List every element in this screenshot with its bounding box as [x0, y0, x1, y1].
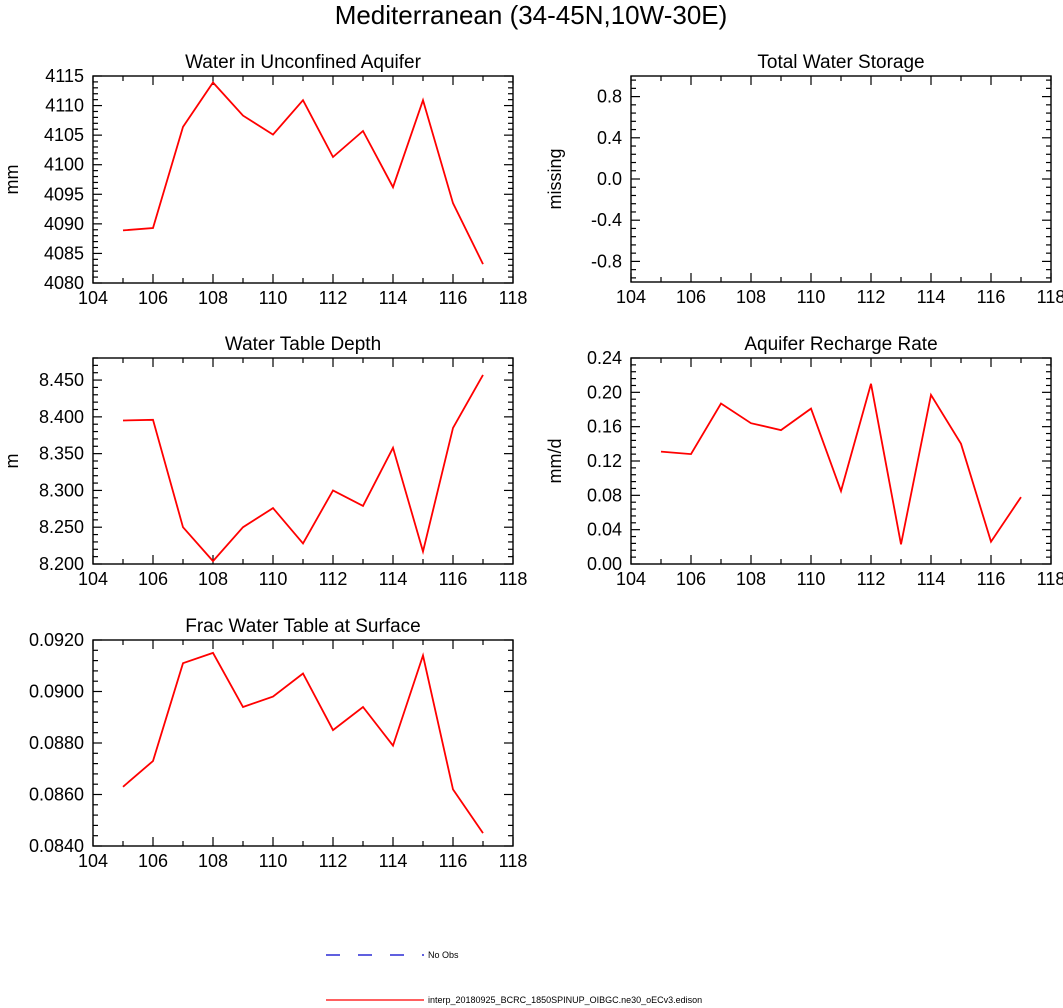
x-tick-label: 114	[379, 851, 408, 871]
x-tick-label: 116	[439, 288, 468, 308]
x-tick-label: 118	[1037, 569, 1063, 589]
y-tick-label: 0.0900	[29, 682, 84, 702]
x-tick-label: 106	[138, 288, 168, 308]
y-axis-label-total-water-storage: missing	[545, 148, 565, 209]
x-tick-label: 108	[736, 569, 766, 589]
x-tick-label: 106	[138, 851, 168, 871]
x-tick-label: 118	[499, 569, 528, 589]
legend-label-no-obs: No Obs	[428, 950, 459, 960]
y-tick-label: 4090	[44, 214, 84, 234]
x-tick-label: 118	[499, 288, 528, 308]
y-tick-label: 0.0840	[29, 836, 84, 856]
x-tick-label: 118	[1037, 287, 1063, 307]
x-tick-label: 110	[259, 569, 288, 589]
x-tick-label: 112	[857, 569, 886, 589]
legend-label-model: interp_20180925_BCRC_1850SPINUP_OIBGC.ne…	[428, 995, 702, 1005]
y-tick-label: 0.4	[597, 128, 622, 148]
y-tick-label: 0.0860	[29, 785, 84, 805]
x-tick-label: 114	[379, 288, 408, 308]
y-tick-label: 0.0920	[29, 630, 84, 650]
y-axis-label-water-table-depth: m	[2, 454, 22, 469]
x-tick-label: 104	[78, 851, 108, 871]
x-tick-label: 106	[676, 287, 706, 307]
y-tick-label: 4105	[44, 125, 84, 145]
panel-title-total-water-storage: Total Water Storage	[757, 52, 924, 73]
y-tick-label: 0.24	[587, 348, 622, 368]
x-tick-label: 116	[977, 287, 1006, 307]
plot-frame-total-water-storage	[630, 75, 1052, 283]
y-tick-label: 0.08	[587, 485, 622, 505]
y-tick-label: 4085	[44, 243, 84, 263]
panel-title-water-in-unconfined-aquifer: Water in Unconfined Aquifer	[185, 52, 422, 73]
y-tick-label: 8.200	[39, 554, 84, 574]
y-tick-label: 0.16	[587, 417, 622, 437]
y-tick-label: 0.20	[587, 382, 622, 402]
series-line-aquifer-recharge-rate	[660, 383, 1022, 545]
y-tick-label: 8.250	[39, 517, 84, 537]
panel-total-water-storage: Total Water Storage 104 106 108 110 112 114 116…	[545, 52, 1063, 307]
y-tick-label: 8.400	[39, 407, 84, 427]
y-tick-label: 0.04	[587, 520, 622, 540]
y-tick-label: 4100	[44, 155, 84, 175]
y-tick-label: 4080	[44, 273, 84, 293]
x-tick-label: 104	[78, 288, 108, 308]
x-tick-label: 108	[198, 288, 228, 308]
main-title: Mediterranean (34-45N,10W-30E)	[335, 0, 728, 30]
x-tick-label: 116	[439, 851, 468, 871]
x-tick-label: 114	[379, 569, 408, 589]
y-tick-label: 0.0	[597, 169, 622, 189]
y-tick-label: 8.450	[39, 370, 84, 390]
x-tick-label: 116	[439, 569, 468, 589]
x-tick-label: 110	[259, 288, 288, 308]
series-line-water-table-depth	[122, 374, 484, 563]
x-tick-label: 108	[736, 287, 766, 307]
panel-title-frac-water-table-at-surface: Frac Water Table at Surface	[185, 616, 421, 637]
x-tick-label: 108	[198, 851, 228, 871]
y-tick-label: -0.4	[591, 210, 622, 230]
panel-title-water-table-depth: Water Table Depth	[225, 334, 381, 355]
x-tick-label: 110	[797, 287, 826, 307]
y-tick-label: 4095	[44, 184, 84, 204]
y-tick-label: 8.300	[39, 480, 84, 500]
y-tick-label: -0.8	[591, 251, 622, 271]
x-tick-label: 104	[78, 569, 108, 589]
x-tick-label: 112	[319, 288, 348, 308]
x-tick-label: 114	[917, 287, 946, 307]
x-tick-label: 112	[857, 287, 886, 307]
panel-frac-water-table-at-surface: Frac Water Table at Surface 104 106 108 110 1…	[29, 616, 527, 871]
x-tick-label: 112	[319, 851, 348, 871]
y-tick-label: 0.12	[587, 451, 622, 471]
panel-aquifer-recharge-rate: Aquifer Recharge Rate 104 106 108 110 112 114 1…	[545, 334, 1063, 589]
x-tick-label: 114	[917, 569, 946, 589]
legend: No Obs interp_20180925_BCRC_1850SPINUP_O…	[326, 950, 702, 1005]
x-tick-label: 104	[616, 569, 646, 589]
x-tick-label: 116	[977, 569, 1006, 589]
y-tick-label: 8.350	[39, 444, 84, 464]
panel-water-in-unconfined-aquifer: Water in Unconfined Aquifer 104 106 108 110 1…	[2, 52, 527, 308]
plot-frame-water-in-unconfined-aquifer	[92, 75, 514, 284]
x-tick-label: 106	[676, 569, 706, 589]
x-tick-label: 104	[616, 287, 646, 307]
y-axis-label-aquifer-recharge-rate: mm/d	[545, 439, 565, 484]
y-tick-label: 0.0880	[29, 733, 84, 753]
plot-frame-frac-water-table-at-surface	[92, 639, 514, 847]
x-tick-label: 110	[259, 851, 288, 871]
panels: Water in Unconfined Aquifer 104 106 108 110 1…	[2, 52, 1063, 871]
y-tick-label: 0.8	[597, 87, 622, 107]
x-tick-label: 110	[797, 569, 826, 589]
x-tick-label: 112	[319, 569, 348, 589]
plot-frame-water-table-depth	[92, 357, 514, 565]
x-tick-label: 106	[138, 569, 168, 589]
series-line-frac-water-table-at-surface	[122, 651, 484, 834]
y-tick-label: 0.00	[587, 554, 622, 574]
series-line-water-in-unconfined-aquifer	[122, 81, 484, 265]
x-tick-label: 118	[499, 851, 528, 871]
x-tick-label: 108	[198, 569, 228, 589]
y-tick-label: 4115	[45, 66, 84, 86]
y-axis-label-water-in-unconfined-aquifer: mm	[2, 165, 22, 195]
panel-water-table-depth: Water Table Depth 104 106 108 110 112 114 116 11…	[2, 334, 527, 589]
panel-title-aquifer-recharge-rate: Aquifer Recharge Rate	[744, 334, 937, 355]
y-tick-label: 4110	[45, 96, 84, 116]
